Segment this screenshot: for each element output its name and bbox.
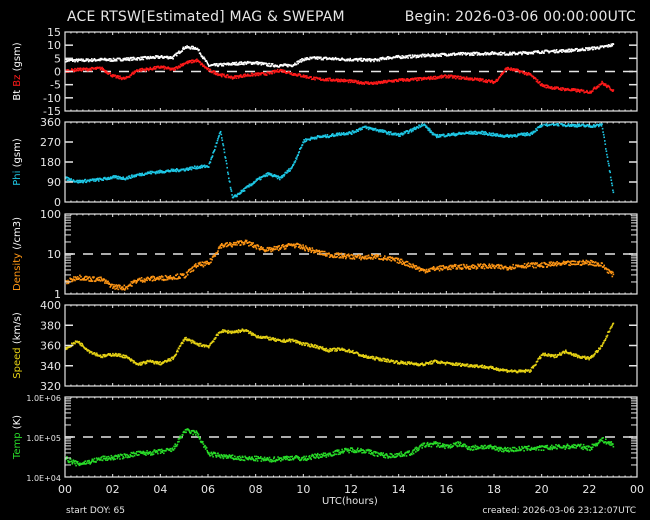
y-tick-label: 360 [40, 340, 61, 353]
y-tick-label: 90 [47, 176, 61, 189]
y-tick-label: -5 [50, 79, 61, 92]
begin-timestamp: Begin: 2026-03-06 00:00:00UTC [404, 9, 636, 25]
y-tick-label: 10 [47, 39, 61, 52]
x-tick-label: 12 [344, 483, 358, 496]
y-tick-label: 5 [54, 52, 61, 65]
panel-2: 100 10 1 Density (/cm3) [12, 208, 638, 301]
y-tick-label: 270 [40, 136, 61, 149]
y-axis-label: Density (/cm3) [12, 217, 23, 291]
y-axis-label: Bt Bz (gsm) [12, 42, 23, 100]
y-tick-label: 0 [54, 196, 61, 209]
panel-4: 1.0E+06 1.0E+05 1.0E+04 Temp (K) [12, 394, 638, 483]
x-tick-label: 00 [58, 483, 72, 496]
x-axis-label: UTC(hours) [322, 496, 378, 507]
x-tick-label: 22 [582, 483, 596, 496]
y-tick-label: 10 [47, 248, 61, 261]
y-tick-label: 1.0E+04 [26, 474, 61, 483]
y-tick-label: 15 [47, 26, 61, 39]
x-tick-label: 06 [201, 483, 215, 496]
y-tick-label: 0 [54, 66, 61, 79]
y-tick-label: 1.0E+06 [26, 394, 61, 403]
y-tick-label: -10 [43, 92, 61, 105]
y-tick-label: 360 [40, 116, 61, 129]
y-tick-label: 320 [40, 380, 61, 393]
chart-title: ACE RTSW[Estimated] MAG & SWEPAM [67, 9, 345, 25]
y-tick-label: 340 [40, 360, 61, 373]
panel-3: 400 380 360 340 320 Speed (km/s) [12, 299, 638, 393]
y-tick-label: 1.0E+05 [26, 434, 61, 443]
x-tick-label: 02 [106, 483, 120, 496]
y-tick-label: 1 [54, 288, 61, 301]
x-tick-label: 20 [535, 483, 549, 496]
x-tick-label: 16 [439, 483, 453, 496]
y-tick-label: 380 [40, 319, 61, 332]
x-tick-label: 04 [153, 483, 167, 496]
y-axis-label: Temp (K) [12, 415, 23, 460]
x-tick-label: 00 [630, 483, 644, 496]
y-tick-label: 180 [40, 156, 61, 169]
x-tick-label: 18 [487, 483, 501, 496]
created-timestamp: created: 2026-03-06 23:12:07UTC [482, 506, 636, 516]
y-tick-label: -15 [43, 105, 61, 118]
y-tick-label: 400 [40, 299, 61, 312]
x-tick-label: 08 [249, 483, 263, 496]
y-axis-label: Phi (gsm) [12, 138, 23, 186]
x-tick-label: 14 [392, 483, 406, 496]
panel-1: 360 270 180 90 0 Phi (gsm) [12, 116, 638, 209]
y-tick-label: 100 [40, 208, 61, 221]
y-axis-label: Speed (km/s) [12, 312, 23, 379]
start-doy: start DOY: 65 [66, 506, 125, 516]
x-tick-label: 10 [296, 483, 310, 496]
